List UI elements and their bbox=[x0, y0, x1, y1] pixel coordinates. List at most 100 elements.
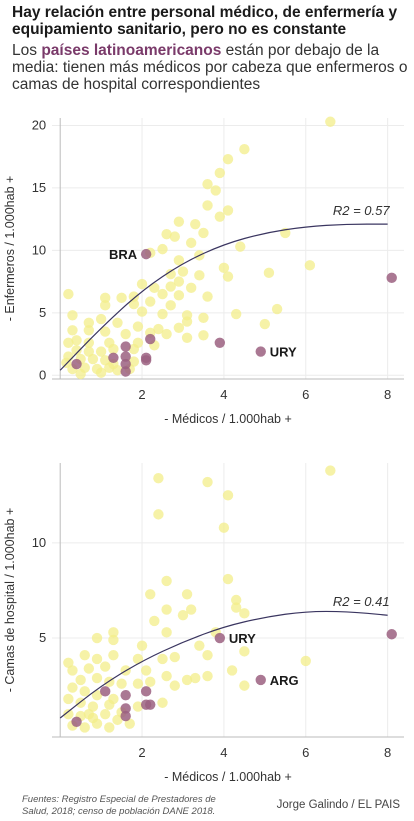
x-tick-label: 6 bbox=[302, 387, 309, 402]
country-point bbox=[202, 178, 213, 190]
country-point bbox=[79, 722, 90, 733]
chart-subtitle: Los países latinoamericanos están por de… bbox=[12, 42, 412, 93]
country-point bbox=[185, 604, 197, 615]
country-point bbox=[100, 300, 111, 311]
country-point bbox=[218, 262, 230, 274]
country-point bbox=[239, 144, 250, 155]
country-point bbox=[173, 216, 185, 227]
subtitle-highlight-latam: países latinoamericanos bbox=[41, 42, 222, 59]
country-point bbox=[194, 270, 205, 281]
country-point bbox=[202, 200, 213, 211]
country-point bbox=[325, 465, 336, 476]
country-point bbox=[112, 317, 123, 329]
country-point bbox=[202, 670, 213, 682]
y-axis-label: - Enfermeros / 1.000hab + bbox=[3, 176, 17, 322]
country-point bbox=[181, 589, 193, 600]
country-point bbox=[67, 325, 78, 336]
country-point bbox=[145, 676, 156, 688]
country-point bbox=[165, 300, 176, 311]
country-label: URY bbox=[270, 345, 297, 360]
country-point bbox=[132, 653, 144, 665]
x-tick-label: 8 bbox=[384, 387, 391, 402]
y-tick-label: 15 bbox=[32, 180, 46, 195]
country-point bbox=[230, 308, 242, 320]
country-point bbox=[79, 686, 90, 697]
country-point bbox=[222, 154, 234, 165]
country-point bbox=[128, 291, 140, 302]
country-point bbox=[145, 296, 156, 307]
country-point bbox=[181, 332, 193, 343]
country-point bbox=[259, 318, 271, 330]
country-point bbox=[61, 357, 72, 368]
country-point bbox=[75, 368, 86, 380]
y-tick-label: 0 bbox=[39, 367, 46, 382]
country-point bbox=[128, 298, 140, 310]
country-point bbox=[165, 268, 176, 280]
r2-label: R2 = 0.57 bbox=[333, 203, 391, 218]
country-point bbox=[136, 278, 148, 290]
latam-point bbox=[120, 341, 131, 352]
country-point bbox=[136, 640, 148, 651]
country-point bbox=[235, 241, 246, 252]
latam-point bbox=[120, 351, 131, 362]
country-point bbox=[169, 651, 180, 663]
country-point bbox=[87, 353, 99, 365]
country-point bbox=[83, 325, 95, 336]
latam-point bbox=[120, 689, 131, 701]
x-tick-label: 2 bbox=[138, 387, 145, 402]
country-point bbox=[83, 317, 95, 329]
country-label: ARG bbox=[270, 673, 299, 688]
country-point bbox=[104, 699, 115, 710]
country-point bbox=[157, 288, 168, 300]
subtitle-intro: Los bbox=[12, 42, 42, 59]
latam-point bbox=[140, 248, 152, 260]
country-point bbox=[194, 640, 205, 651]
country-point bbox=[161, 228, 172, 240]
trend-curve bbox=[59, 610, 388, 719]
country-point bbox=[83, 663, 95, 674]
country-point bbox=[198, 227, 209, 239]
latam-point bbox=[145, 699, 156, 710]
country-point bbox=[63, 337, 74, 348]
country-point bbox=[91, 718, 103, 729]
country-point bbox=[202, 476, 213, 488]
country-point bbox=[104, 722, 115, 733]
country-point bbox=[91, 632, 103, 644]
country-point bbox=[173, 322, 185, 333]
country-point bbox=[75, 674, 86, 686]
y-tick-label: 20 bbox=[32, 117, 46, 132]
x-axis-label: - Médicos / 1.000hab + bbox=[164, 770, 292, 784]
country-point bbox=[83, 337, 95, 348]
country-point bbox=[100, 708, 111, 720]
country-point bbox=[104, 362, 115, 373]
y-tick-label: 5 bbox=[39, 630, 46, 645]
country-point bbox=[157, 243, 168, 255]
country-point bbox=[91, 689, 103, 701]
country-point bbox=[210, 185, 221, 196]
country-point bbox=[132, 678, 144, 689]
country-point bbox=[108, 627, 119, 638]
x-tick-label: 2 bbox=[138, 745, 145, 760]
r2-label: R2 = 0.41 bbox=[333, 594, 390, 609]
beds-vs-doctors-chart: 2 4 6 8 5 10 - Médicos / 1.000hab + - Camas de … bbox=[3, 463, 404, 784]
country-label: URY bbox=[229, 631, 256, 646]
latam-point bbox=[120, 710, 131, 722]
country-point bbox=[190, 218, 201, 230]
country-point bbox=[190, 672, 201, 684]
country-point bbox=[79, 649, 90, 661]
country-point bbox=[100, 292, 111, 304]
country-point bbox=[67, 310, 78, 321]
latam-point bbox=[140, 686, 152, 697]
country-point bbox=[185, 237, 197, 249]
chart-title: Hay relación entre personal médico, de e… bbox=[12, 4, 398, 38]
country-point bbox=[214, 167, 226, 179]
country-point bbox=[300, 655, 311, 667]
country-point bbox=[161, 328, 172, 340]
country-point bbox=[157, 308, 168, 320]
country-point bbox=[177, 610, 189, 621]
country-point bbox=[157, 653, 168, 665]
country-point bbox=[173, 276, 185, 287]
country-point bbox=[95, 313, 107, 325]
country-point bbox=[222, 271, 234, 282]
country-label: BRA bbox=[109, 247, 138, 262]
